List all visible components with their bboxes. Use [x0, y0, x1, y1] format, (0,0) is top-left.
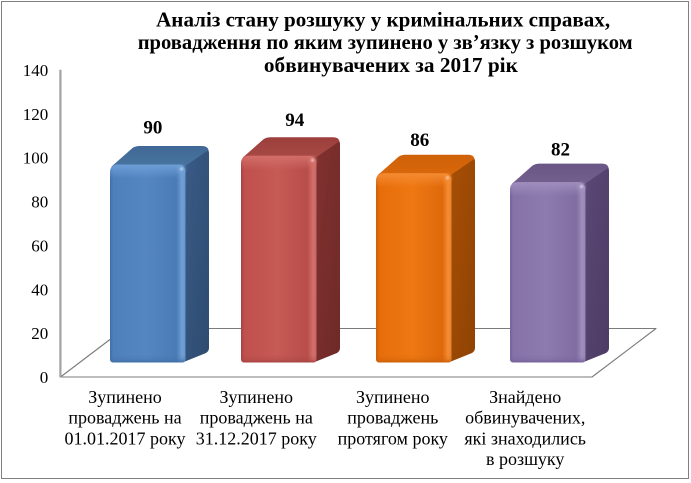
svg-text:86: 86 — [410, 130, 429, 151]
svg-text:Зупинено: Зупинено — [356, 387, 430, 407]
svg-text:20: 20 — [31, 324, 48, 343]
svg-text:обвинувачених за 2017 рік: обвинувачених за 2017 рік — [264, 53, 519, 77]
svg-text:які знаходились: які знаходились — [464, 428, 586, 448]
svg-text:140: 140 — [23, 61, 49, 80]
svg-text:82: 82 — [551, 139, 570, 160]
svg-text:в розшуку: в розшуку — [486, 449, 564, 469]
svg-text:100: 100 — [23, 149, 49, 168]
svg-text:Знайдено: Знайдено — [489, 387, 561, 407]
svg-text:01.01.2017 року: 01.01.2017 року — [65, 428, 186, 448]
svg-text:проваджень на: проваджень на — [68, 408, 181, 428]
svg-text:31.12.2017 року: 31.12.2017 року — [196, 428, 317, 448]
svg-text:80: 80 — [31, 193, 48, 212]
svg-text:40: 40 — [31, 280, 48, 299]
svg-text:Зупинено: Зупинено — [220, 387, 294, 407]
svg-text:проваджень: проваджень — [347, 408, 438, 428]
svg-text:0: 0 — [40, 368, 49, 387]
svg-text:провадження по яким зупинено у: провадження по яким зупинено у зв’язку з… — [138, 30, 633, 54]
svg-text:94: 94 — [285, 110, 305, 131]
svg-text:проваджень на: проваджень на — [200, 408, 313, 428]
svg-text:120: 120 — [23, 105, 49, 124]
svg-text:Зупинено: Зупинено — [88, 387, 162, 407]
svg-text:протягом року: протягом року — [338, 428, 448, 448]
svg-text:60: 60 — [31, 236, 48, 255]
svg-text:90: 90 — [143, 117, 162, 138]
svg-text:обвинувачених,: обвинувачених, — [465, 408, 585, 428]
svg-text:Аналіз стану розшуку у криміна: Аналіз стану розшуку у кримінальних спра… — [156, 8, 610, 32]
